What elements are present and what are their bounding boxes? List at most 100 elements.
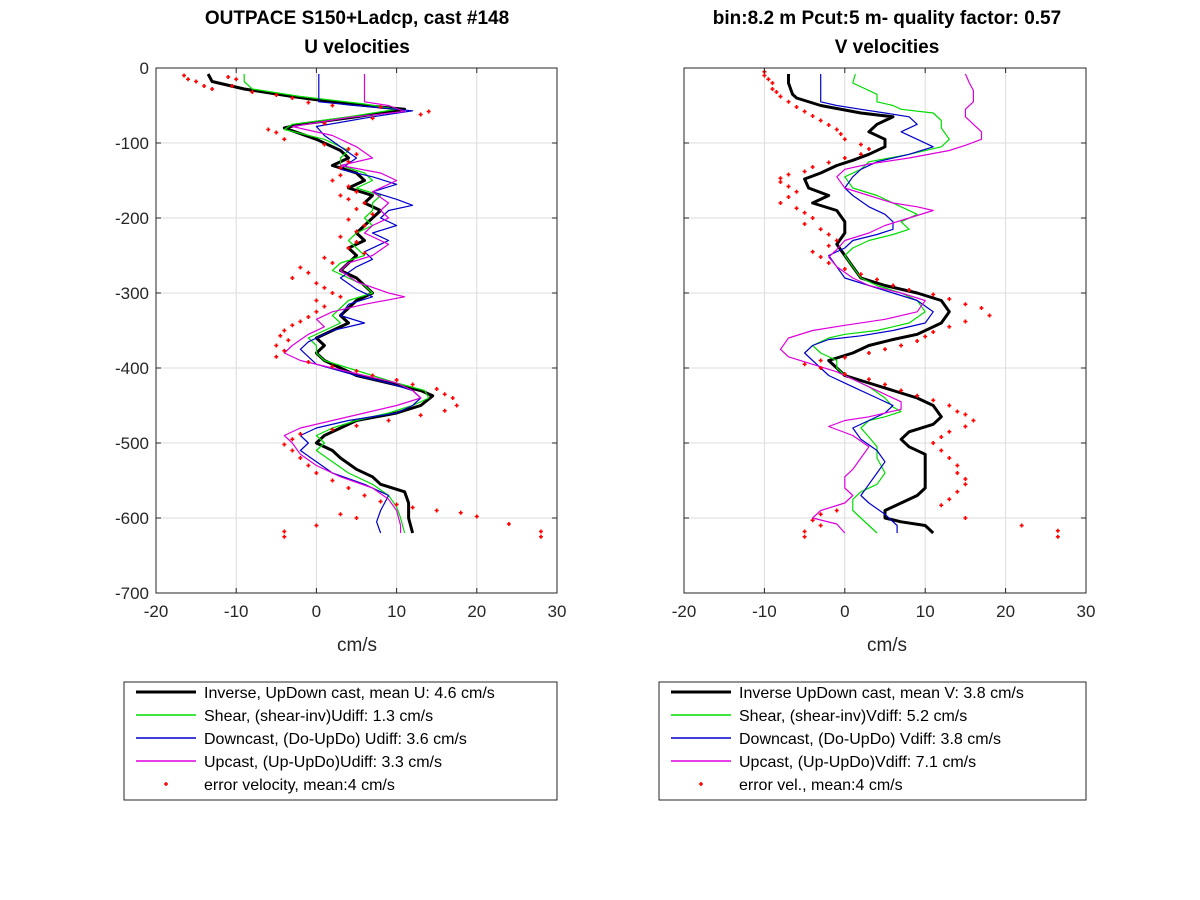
right-title-line2: V velocities <box>835 37 940 58</box>
error-velocity-point <box>947 497 952 502</box>
v-velocity-plot: -20 -10 0 10 20 30 <box>672 67 1096 621</box>
error-velocity-point <box>802 362 807 367</box>
error-velocity-point <box>442 408 447 413</box>
error-velocity-point <box>794 105 799 109</box>
axes-box <box>683 67 1087 594</box>
series-line-3 <box>779 73 983 534</box>
error-velocity-point <box>346 486 351 490</box>
error-velocity-point <box>458 510 463 515</box>
x-tick-label: 20 <box>996 602 1015 621</box>
error-velocity-point <box>931 330 936 334</box>
error-velocity-point <box>794 206 799 211</box>
error-velocity-point <box>378 105 383 109</box>
error-velocity-point <box>314 298 319 303</box>
error-velocity-point <box>338 165 343 170</box>
error-velocity-point <box>842 355 847 360</box>
error-velocity-point <box>330 261 335 265</box>
error-velocity-point <box>290 276 295 280</box>
error-velocity-point <box>346 246 351 250</box>
error-velocity-point <box>915 339 920 343</box>
error-velocity-point <box>955 409 960 414</box>
y-tick-label: -200 <box>115 209 149 228</box>
y-tick-label: -400 <box>115 359 149 378</box>
error-velocity-point <box>802 529 807 534</box>
error-velocity-point <box>939 503 944 508</box>
error-velocity-point <box>346 197 351 202</box>
error-velocity-point <box>274 93 279 97</box>
error-velocity-point <box>883 347 887 352</box>
error-velocity-point <box>434 387 439 391</box>
error-velocity-point <box>538 529 543 534</box>
error-velocity-point <box>266 127 271 132</box>
data-layer <box>182 73 543 539</box>
error-velocity-point <box>306 100 311 105</box>
x-tick-label: 30 <box>548 602 567 621</box>
y-tick-label: -600 <box>115 509 149 528</box>
error-velocity-point <box>306 270 311 275</box>
right-xlabel: cm/s <box>867 635 907 656</box>
error-velocity-point <box>858 142 863 147</box>
axes-box <box>155 67 558 594</box>
v-velocity-panel: bin:8.2 m Pcut:5 m- quality factor: 0.57… <box>658 8 1096 801</box>
error-velocity-point <box>330 427 335 432</box>
error-velocity-point <box>354 369 359 373</box>
error-velocity-point <box>1055 534 1060 539</box>
error-velocity-point <box>818 512 823 517</box>
error-velocity-point <box>826 160 831 165</box>
error-velocity-point <box>286 338 291 343</box>
error-velocity-point <box>362 201 367 205</box>
error-velocity-point <box>778 94 783 99</box>
error-velocity-point <box>963 412 968 417</box>
error-velocity-point <box>931 441 936 445</box>
error-velocity-point <box>346 159 351 164</box>
y-tick-label: -700 <box>115 584 149 603</box>
error-velocity-point <box>362 493 367 498</box>
error-velocity-point <box>274 343 279 348</box>
x-tick-label: 10 <box>387 602 406 621</box>
legend-label-3: Upcast, (Up-UpDo)Vdiff: 7.1 cm/s <box>739 754 976 771</box>
error-velocity-point <box>802 534 807 539</box>
series-line-1 <box>812 73 950 534</box>
error-velocity-point <box>210 87 215 91</box>
error-velocity-point <box>979 306 984 310</box>
error-velocity-point <box>274 130 279 135</box>
error-velocity-point <box>434 508 439 513</box>
error-velocity-point <box>378 499 383 504</box>
legend-label-1: Shear, (shear-inv)Udiff: 1.3 cm/s <box>204 708 433 725</box>
error-velocity-point <box>338 294 343 299</box>
error-velocity-point <box>290 96 295 100</box>
x-tick-label: -20 <box>144 602 169 621</box>
error-velocity-point <box>955 463 960 468</box>
error-velocity-point <box>394 502 399 507</box>
error-velocity-point <box>322 121 327 126</box>
error-velocity-point <box>838 132 843 136</box>
error-velocity-point <box>442 392 447 397</box>
error-velocity-point <box>346 217 351 222</box>
error-velocity-point <box>330 291 335 295</box>
error-velocity-point <box>802 169 807 174</box>
error-velocity-point <box>802 210 807 215</box>
error-velocity-point <box>370 116 375 121</box>
legend-label-0: Inverse, UpDown cast, mean U: 4.6 cm/s <box>204 685 495 702</box>
error-velocity-point <box>282 137 287 142</box>
x-tick-label: 30 <box>1077 602 1096 621</box>
error-velocity-point <box>362 251 367 256</box>
error-velocity-point <box>818 523 823 528</box>
error-velocity-point <box>766 77 771 82</box>
u-velocity-legend: Inverse, UpDown cast, mean U: 4.6 cm/s Sh… <box>123 681 558 801</box>
error-velocity-point <box>963 477 968 481</box>
error-velocity-point <box>834 238 839 243</box>
error-velocity-point <box>955 471 960 475</box>
legend-label-3: Upcast, (Up-UpDo)Udiff: 3.3 cm/s <box>204 754 442 771</box>
error-velocity-point <box>842 267 847 271</box>
error-velocity-point <box>370 373 375 378</box>
error-velocity-point <box>194 79 199 84</box>
error-velocity-point <box>858 272 863 277</box>
legend-label-4: error vel., mean:4 cm/s <box>739 777 903 794</box>
error-velocity-point <box>290 448 295 453</box>
legend-label-0: Inverse UpDown cast, mean V: 3.8 cm/s <box>739 685 1024 702</box>
error-velocity-point <box>298 456 303 460</box>
y-tick-label: 0 <box>140 59 149 78</box>
left-xlabel: cm/s <box>337 635 377 656</box>
error-velocity-point <box>955 489 960 494</box>
